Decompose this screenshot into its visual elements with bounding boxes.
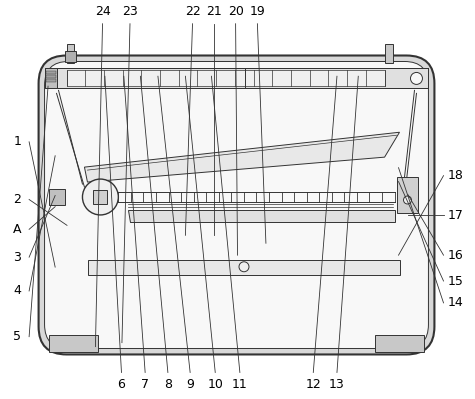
Text: 5: 5 xyxy=(13,330,21,343)
Text: 16: 16 xyxy=(447,249,463,262)
Text: 14: 14 xyxy=(447,296,463,309)
Text: 20: 20 xyxy=(228,5,244,18)
Text: 18: 18 xyxy=(447,169,463,182)
Text: 17: 17 xyxy=(447,209,463,222)
Text: 7: 7 xyxy=(141,378,149,391)
Bar xyxy=(94,190,107,204)
Bar xyxy=(45,69,57,89)
Text: A: A xyxy=(13,223,21,236)
Circle shape xyxy=(239,262,249,272)
Circle shape xyxy=(83,179,118,215)
Bar xyxy=(48,334,98,352)
Text: 12: 12 xyxy=(305,378,321,391)
Text: 3: 3 xyxy=(13,251,21,264)
Text: 6: 6 xyxy=(117,378,125,391)
Bar xyxy=(397,177,418,213)
Bar xyxy=(66,43,75,63)
Bar xyxy=(65,51,76,63)
Text: 13: 13 xyxy=(329,378,345,391)
Bar xyxy=(45,69,428,89)
Text: 19: 19 xyxy=(249,5,265,18)
Text: 15: 15 xyxy=(447,275,463,288)
Polygon shape xyxy=(128,210,395,222)
Text: 22: 22 xyxy=(185,5,200,18)
Text: 21: 21 xyxy=(206,5,222,18)
Bar xyxy=(48,189,65,205)
FancyBboxPatch shape xyxy=(45,61,428,348)
Bar xyxy=(385,43,392,63)
Bar xyxy=(66,71,385,87)
Bar xyxy=(88,260,399,275)
Text: 9: 9 xyxy=(186,378,194,391)
Text: 24: 24 xyxy=(95,5,110,18)
Bar xyxy=(46,75,56,79)
Text: 10: 10 xyxy=(207,378,223,391)
Text: 4: 4 xyxy=(13,284,21,297)
Text: 11: 11 xyxy=(232,378,248,391)
Text: 23: 23 xyxy=(122,5,138,18)
Bar xyxy=(46,71,56,75)
FancyBboxPatch shape xyxy=(38,55,435,354)
Polygon shape xyxy=(85,132,399,182)
Circle shape xyxy=(404,196,411,204)
Text: 8: 8 xyxy=(164,378,172,391)
Bar xyxy=(375,334,425,352)
Text: 1: 1 xyxy=(13,135,21,148)
Circle shape xyxy=(410,73,422,85)
Bar xyxy=(46,79,56,83)
Text: 2: 2 xyxy=(13,193,21,206)
